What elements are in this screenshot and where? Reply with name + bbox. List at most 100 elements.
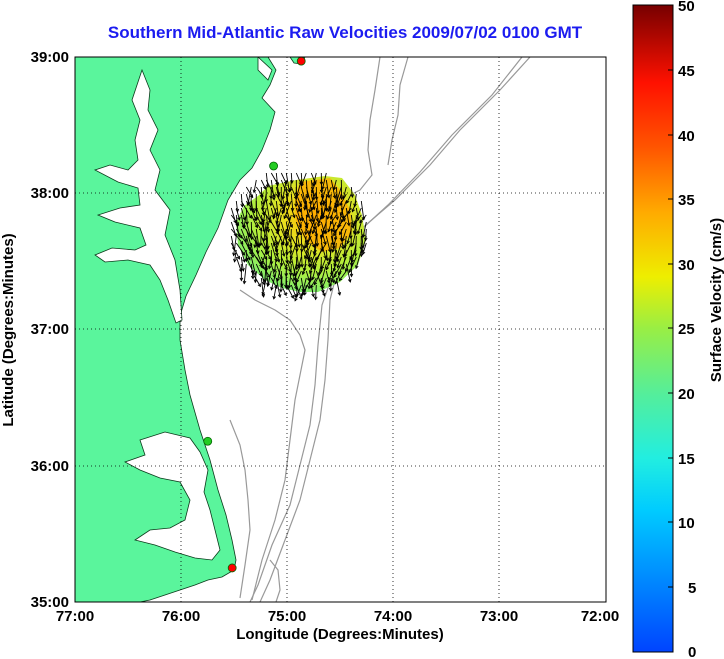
velocity-vector-head bbox=[260, 265, 265, 270]
velocity-vector bbox=[290, 242, 292, 254]
velocity-vector bbox=[267, 270, 272, 287]
velocity-vector bbox=[255, 228, 260, 248]
velocity-vector bbox=[270, 263, 276, 278]
velocity-vector-head bbox=[328, 287, 333, 292]
velocity-vector bbox=[298, 200, 302, 212]
velocity-vector-head bbox=[309, 270, 313, 275]
y-axis-label: Latitude (Degrees:Minutes) bbox=[0, 233, 17, 426]
velocity-vector bbox=[315, 193, 319, 214]
velocity-vector bbox=[250, 214, 258, 228]
velocity-vector-head bbox=[237, 216, 241, 221]
velocity-vector-head bbox=[315, 256, 319, 261]
velocity-vector bbox=[250, 200, 254, 212]
velocity-vector bbox=[335, 207, 338, 220]
velocity-vector-head bbox=[253, 279, 258, 284]
velocity-vector-head bbox=[350, 259, 355, 264]
velocity-vector bbox=[334, 186, 342, 206]
x-tick-label: 74:00 bbox=[374, 608, 412, 625]
velocity-vector bbox=[260, 193, 265, 205]
velocity-vector-head bbox=[313, 296, 318, 301]
velocity-vector bbox=[298, 221, 302, 235]
velocity-vector bbox=[321, 256, 327, 270]
colorbar bbox=[632, 4, 674, 653]
velocity-vector-head bbox=[300, 248, 304, 253]
velocity-vector bbox=[275, 277, 281, 298]
velocity-vector bbox=[332, 235, 337, 253]
velocity-vector-head bbox=[232, 252, 236, 257]
velocity-vector bbox=[250, 256, 257, 276]
velocity-vector bbox=[304, 193, 307, 210]
velocity-vector bbox=[270, 179, 275, 200]
velocity-vector bbox=[265, 228, 269, 249]
velocity-vector bbox=[305, 214, 308, 226]
velocity-vector bbox=[240, 256, 244, 271]
velocity-vector bbox=[305, 235, 312, 248]
chesapeake-bay bbox=[93, 68, 183, 324]
velocity-vector bbox=[330, 179, 336, 199]
velocity-vector-head bbox=[290, 295, 294, 299]
velocity-vector-head bbox=[329, 215, 334, 220]
velocity-vector-head bbox=[337, 271, 342, 276]
velocity-vector bbox=[234, 249, 237, 262]
velocity-vector-head bbox=[259, 195, 264, 199]
velocity-vector-head bbox=[307, 259, 312, 264]
velocity-vector bbox=[305, 221, 307, 235]
velocity-vector-head bbox=[295, 248, 299, 253]
velocity-vector-head bbox=[338, 223, 342, 228]
velocity-vector bbox=[330, 270, 335, 283]
velocity-vector-head bbox=[303, 206, 307, 211]
velocity-vector bbox=[262, 277, 267, 295]
velocity-vector-head bbox=[266, 250, 270, 255]
x-tick-label: 73:00 bbox=[480, 608, 518, 625]
velocity-vector-head bbox=[304, 255, 308, 260]
velocity-vector-head bbox=[320, 279, 324, 284]
velocity-vector bbox=[331, 221, 337, 232]
velocity-vector-head bbox=[239, 240, 244, 245]
velocity-vector-head bbox=[309, 263, 313, 268]
velocity-vector bbox=[270, 193, 272, 206]
velocity-vector-head bbox=[356, 230, 361, 235]
velocity-vector-head bbox=[349, 273, 354, 278]
colorbar-tick-label: 25 bbox=[678, 321, 695, 338]
velocity-vector bbox=[300, 249, 303, 268]
velocity-vector-head bbox=[340, 219, 344, 223]
velocity-vector-head bbox=[288, 260, 293, 265]
velocity-vector bbox=[285, 214, 292, 235]
velocity-vector bbox=[274, 256, 277, 272]
velocity-vector bbox=[313, 235, 317, 255]
velocity-vector-head bbox=[306, 277, 311, 282]
velocity-vector-head bbox=[298, 224, 302, 229]
velocity-vector bbox=[277, 214, 282, 232]
velocity-vector bbox=[311, 200, 317, 211]
y-tick-label: 37:00 bbox=[31, 321, 69, 338]
velocity-vector-head bbox=[308, 209, 312, 214]
velocity-vector bbox=[330, 277, 332, 291]
x-tick-labels: 77:00 76:00 75:00 74:00 73:00 72:00 bbox=[56, 608, 619, 625]
velocity-vector bbox=[290, 186, 297, 200]
velocity-vector bbox=[296, 179, 302, 197]
velocity-vector-head bbox=[265, 226, 270, 231]
velocity-vector bbox=[344, 242, 352, 257]
velocity-vector-head bbox=[351, 208, 355, 213]
velocity-vector bbox=[360, 200, 365, 220]
colorbar-tick-label: 5 bbox=[688, 580, 696, 597]
velocity-vector bbox=[320, 242, 327, 259]
velocity-vector bbox=[260, 228, 262, 246]
velocity-vector bbox=[350, 186, 353, 198]
velocity-vector-head bbox=[320, 234, 324, 239]
velocity-vector bbox=[351, 200, 357, 212]
velocity-vector-head bbox=[327, 208, 331, 213]
velocity-vector bbox=[342, 249, 347, 270]
velocity-vector bbox=[235, 242, 245, 256]
velocity-vector bbox=[352, 214, 362, 227]
velocity-vector bbox=[265, 172, 269, 188]
velocity-vector bbox=[300, 228, 308, 243]
velocity-vector bbox=[260, 214, 266, 233]
velocity-vector-head bbox=[325, 257, 329, 262]
velocity-vector-head bbox=[281, 195, 286, 200]
velocity-vector-head bbox=[311, 196, 316, 201]
velocity-vector-head bbox=[332, 195, 337, 200]
velocity-vector-head bbox=[336, 264, 340, 269]
velocity-vector-head bbox=[264, 265, 268, 270]
velocity-vector-head bbox=[250, 275, 255, 280]
